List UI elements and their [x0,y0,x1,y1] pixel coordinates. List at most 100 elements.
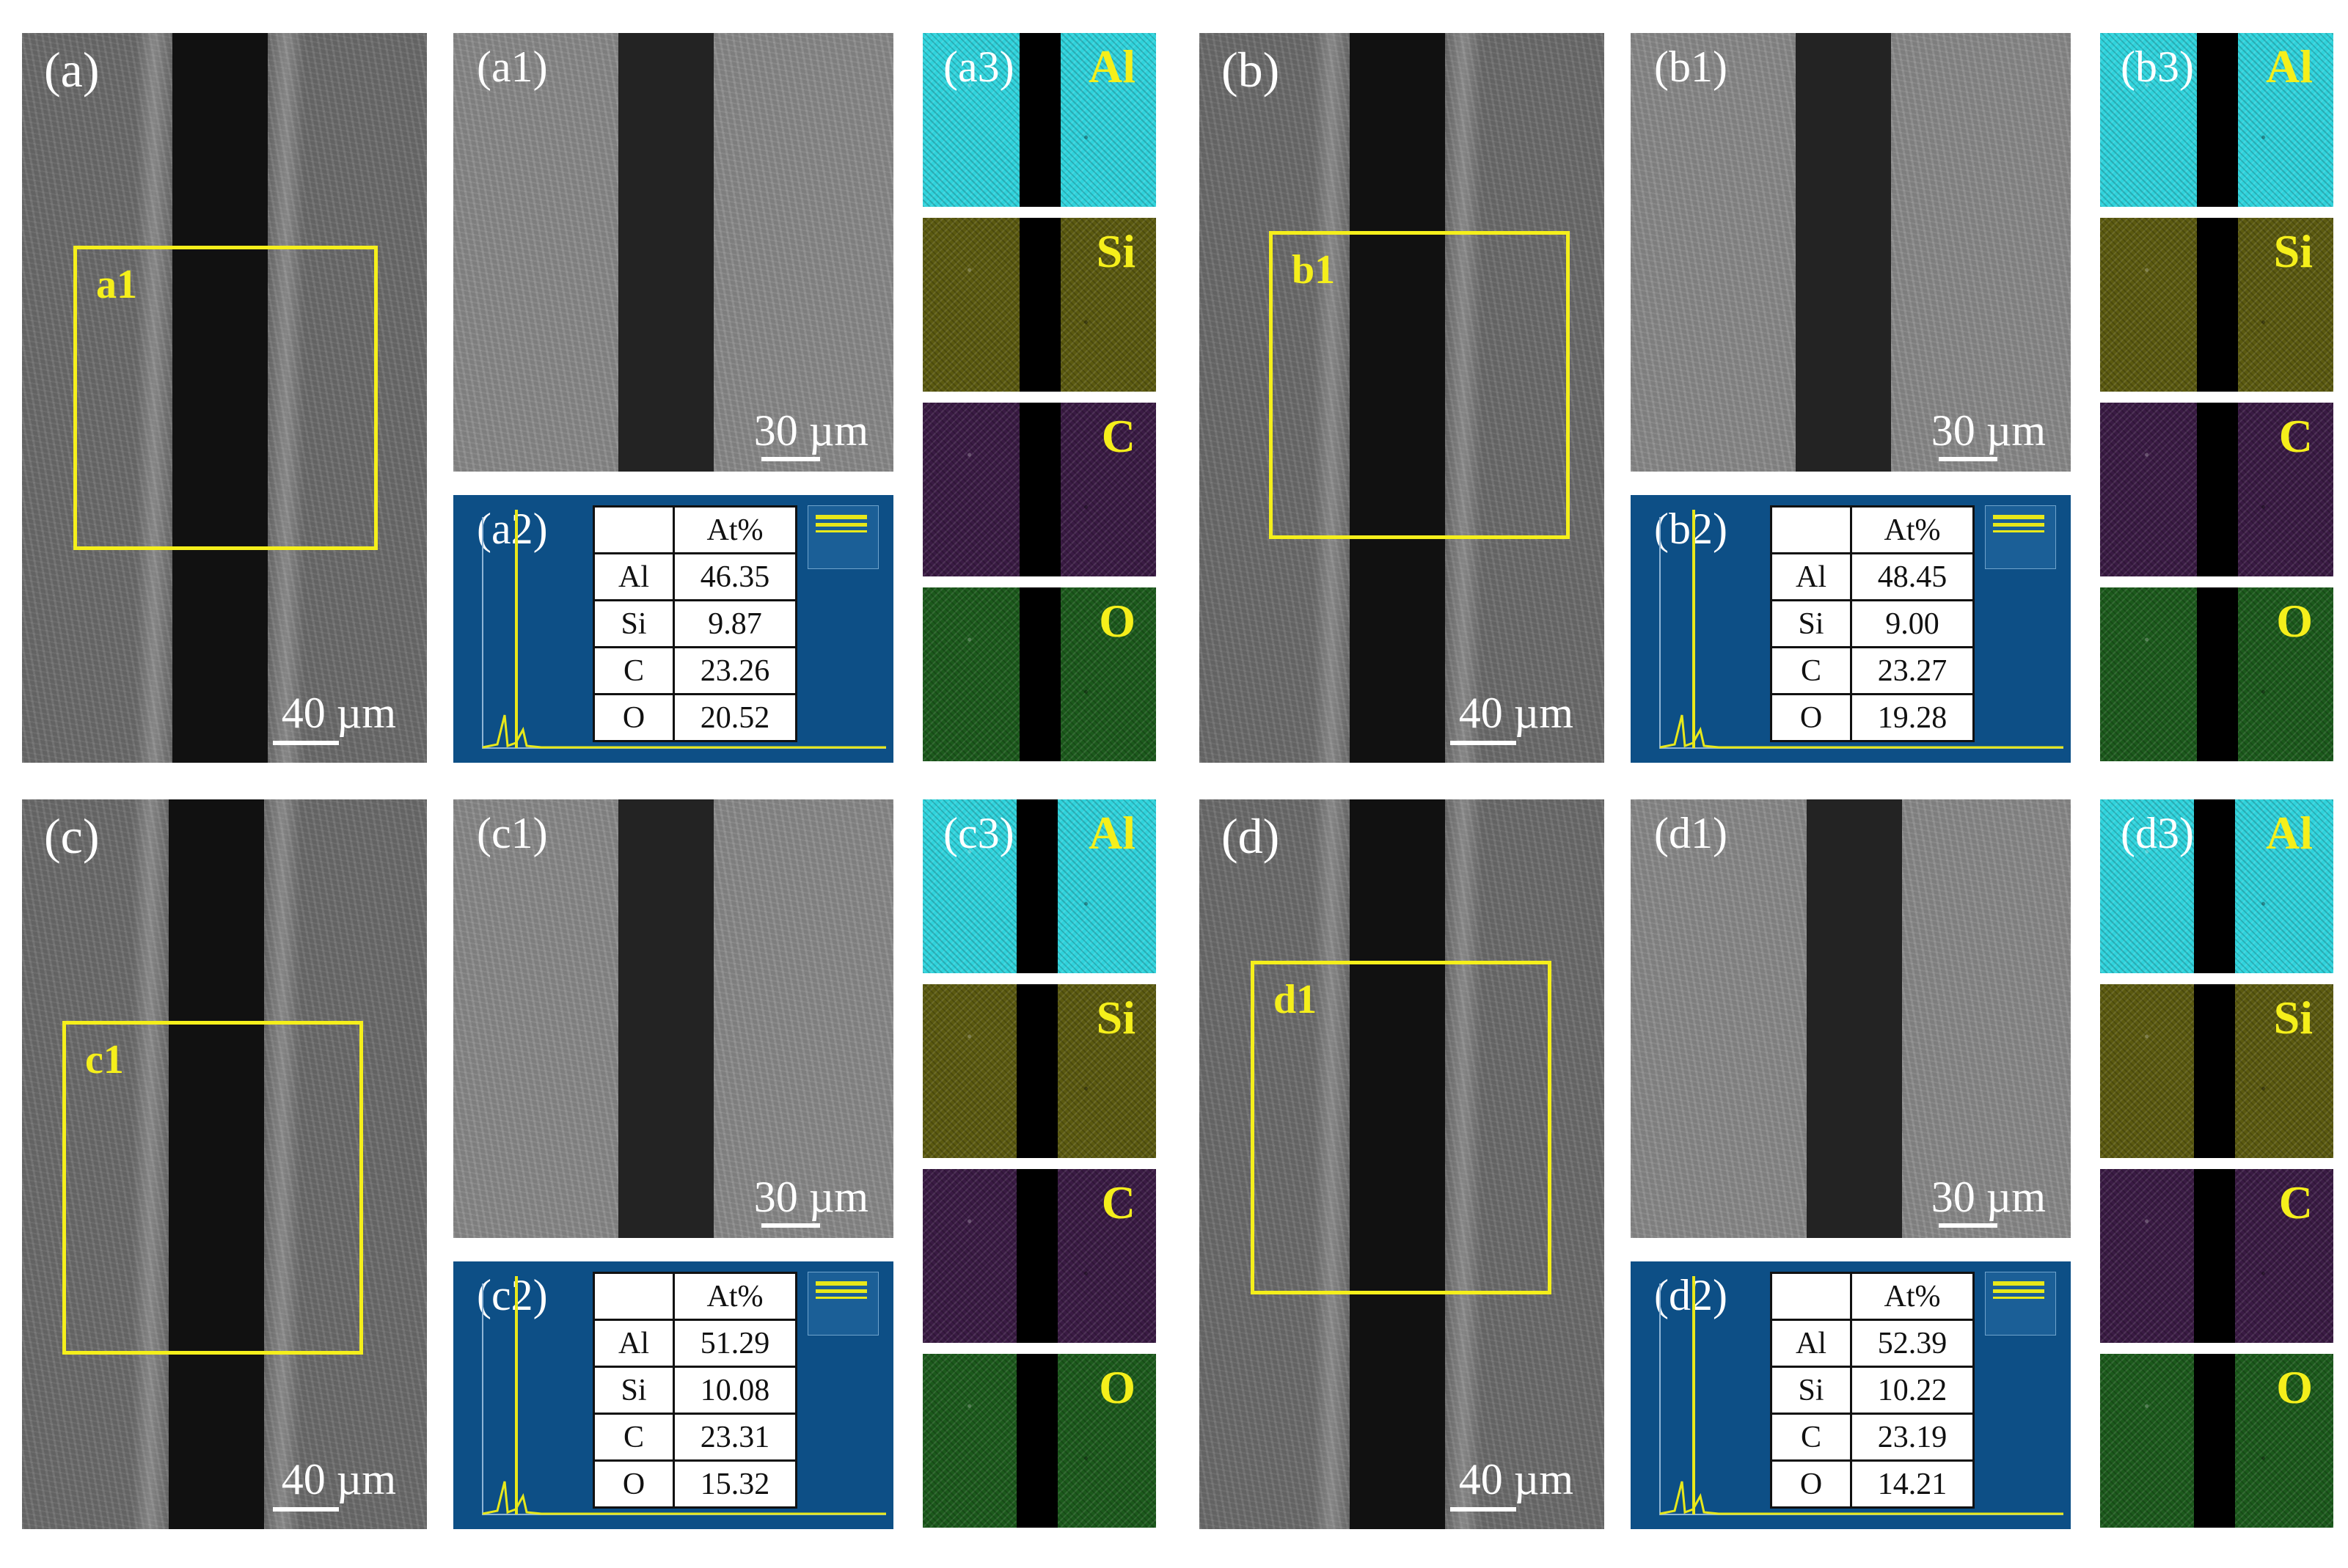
composition-table-c: At% Al 51.29 Si 10.08 C 23.31 O 15.32 [593,1272,797,1509]
element-map-trench-si-c [1017,984,1058,1158]
eds-spectrum-d [1659,1276,2063,1515]
roi-label-d: d1 [1273,977,1317,1022]
composition-element-si-d: Si [1770,1366,1852,1415]
sem-scale-bar-d [1450,1507,1516,1512]
zoom-scale-bar-a [761,457,820,461]
composition-element-o-c: O [593,1459,675,1509]
eds-label-d: (d2) [1654,1271,1727,1319]
maps-label-c: (c3) [943,809,1014,857]
sem-label-b: (b) [1221,42,1280,98]
eds-label-c: (c2) [477,1271,548,1319]
composition-value-c-a: 23.26 [673,646,797,695]
element-map-label-si-b: Si [2273,225,2313,277]
element-map-label-al-c: Al [1089,807,1135,859]
element-map-label-al-b: Al [2266,40,2313,92]
composition-row-si-c: Si 10.08 [593,1366,797,1415]
composition-element-o-b: O [1770,693,1852,742]
element-map-label-si-d: Si [2273,992,2313,1044]
composition-row-si-d: Si 10.22 [1770,1366,1975,1415]
element-map-al-d: (d3) Al [2100,799,2333,973]
roi-box-d: d1 [1251,961,1551,1294]
eds-legend-bars-c [816,1281,867,1311]
element-map-trench-o-b [2197,587,2238,761]
composition-row-o-d: O 14.21 [1770,1459,1975,1509]
composition-row-si-b: Si 9.00 [1770,599,1975,648]
zoom-scale-bar-b [1939,457,1997,461]
element-map-trench-al-d [2194,799,2235,973]
zoom-label-c: (c1) [477,809,548,857]
sem-image-a: (a) a1 40 µm [22,33,427,763]
roi-label-a: a1 [96,262,137,307]
eds-panel-d: (d2) At% Al 52.39 Si 10.22 C 23.19 O 14.21 [1631,1261,2071,1529]
composition-row-o-c: O 15.32 [593,1459,797,1509]
sem-trench-a [172,33,268,763]
composition-element-al-b: Al [1770,552,1852,601]
element-map-label-c-c: C [1101,1176,1135,1228]
zoom-image-a: (a1) 30 µm [453,33,893,472]
sem-image-c: (c) c1 40 µm [22,799,427,1529]
eds-spectrum-trace-d [1659,1481,2063,1515]
zoom-trench-b [1796,33,1891,472]
composition-header-blank-b [1770,505,1852,554]
composition-value-o-a: 20.52 [673,693,797,742]
eds-panel-b: (b2) At% Al 48.45 Si 9.00 C 23.27 O 19.28 [1631,495,2071,763]
zoom-trench-d [1807,799,1902,1238]
composition-value-o-d: 14.21 [1850,1459,1975,1509]
composition-header-d: At% [1850,1272,1975,1321]
composition-row-c-a: C 23.26 [593,646,797,695]
element-map-o-a: O [923,587,1156,761]
element-map-label-c-a: C [1101,410,1135,462]
composition-element-c-c: C [593,1413,675,1462]
composition-row-c-d: C 23.19 [1770,1413,1975,1462]
composition-value-o-b: 19.28 [1850,693,1975,742]
sem-label-d: (d) [1221,808,1280,864]
eds-legend-bars-a [816,515,867,544]
eds-spectrum-trace-a [482,714,886,749]
composition-row-si-a: Si 9.87 [593,599,797,648]
element-map-o-b: O [2100,587,2333,761]
quadrant-d: (d) d1 40 µm (d1) 30 µm (d2) At% Al 52.39 Si 10.22… [1199,799,2344,1540]
quadrant-a: (a) a1 40 µm (a1) 30 µm (a2) At% Al 46.35 Si 9.87 C… [22,33,1166,774]
element-map-label-o-c: O [1099,1361,1135,1413]
element-map-trench-si-d [2194,984,2235,1158]
composition-row-c-b: C 23.27 [1770,646,1975,695]
element-map-trench-si-a [1020,218,1061,392]
sem-trench-edge-left-b [1313,33,1350,763]
composition-element-o-a: O [593,693,675,742]
eds-legend-d [1985,1272,2056,1336]
sem-scale-text-a: 40 µm [281,689,396,737]
composition-row-al-d: Al 52.39 [1770,1319,1975,1368]
element-map-al-c: (c3) Al [923,799,1156,973]
composition-element-al-d: Al [1770,1319,1852,1368]
composition-element-o-d: O [1770,1459,1852,1509]
maps-label-d: (d3) [2121,809,2194,857]
composition-value-si-a: 9.87 [673,599,797,648]
composition-row-o-b: O 19.28 [1770,693,1975,742]
element-map-label-si-a: Si [1096,225,1135,277]
zoom-scale-bar-c [761,1223,820,1228]
zoom-label-d: (d1) [1654,809,1727,857]
element-map-al-a: (a3) Al [923,33,1156,207]
sem-image-d: (d) d1 40 µm [1199,799,1604,1529]
eds-spectrum-a [482,510,886,749]
composition-row-al-a: Al 46.35 [593,552,797,601]
composition-header-blank-a [593,505,675,554]
sem-trench-b [1350,33,1445,763]
composition-value-c-b: 23.27 [1850,646,1975,695]
maps-label-a: (a3) [943,43,1014,91]
roi-label-b: b1 [1292,247,1336,293]
zoom-label-b: (b1) [1654,43,1727,91]
zoom-scale-text-b: 30 µm [1931,406,2046,455]
composition-value-si-b: 9.00 [1850,599,1975,648]
eds-panel-c: (c2) At% Al 51.29 Si 10.08 C 23.31 O 15.32 [453,1261,893,1529]
composition-header-b: At% [1850,505,1975,554]
sem-trench-d [1350,799,1445,1529]
composition-header-blank-c [593,1272,675,1321]
composition-value-al-a: 46.35 [673,552,797,601]
composition-header-row-b: At% [1770,505,1975,554]
composition-value-o-c: 15.32 [673,1459,797,1509]
composition-element-al-c: Al [593,1319,675,1368]
element-map-trench-o-c [1017,1354,1058,1528]
zoom-scale-bar-d [1939,1223,1997,1228]
element-map-si-d: Si [2100,984,2333,1158]
